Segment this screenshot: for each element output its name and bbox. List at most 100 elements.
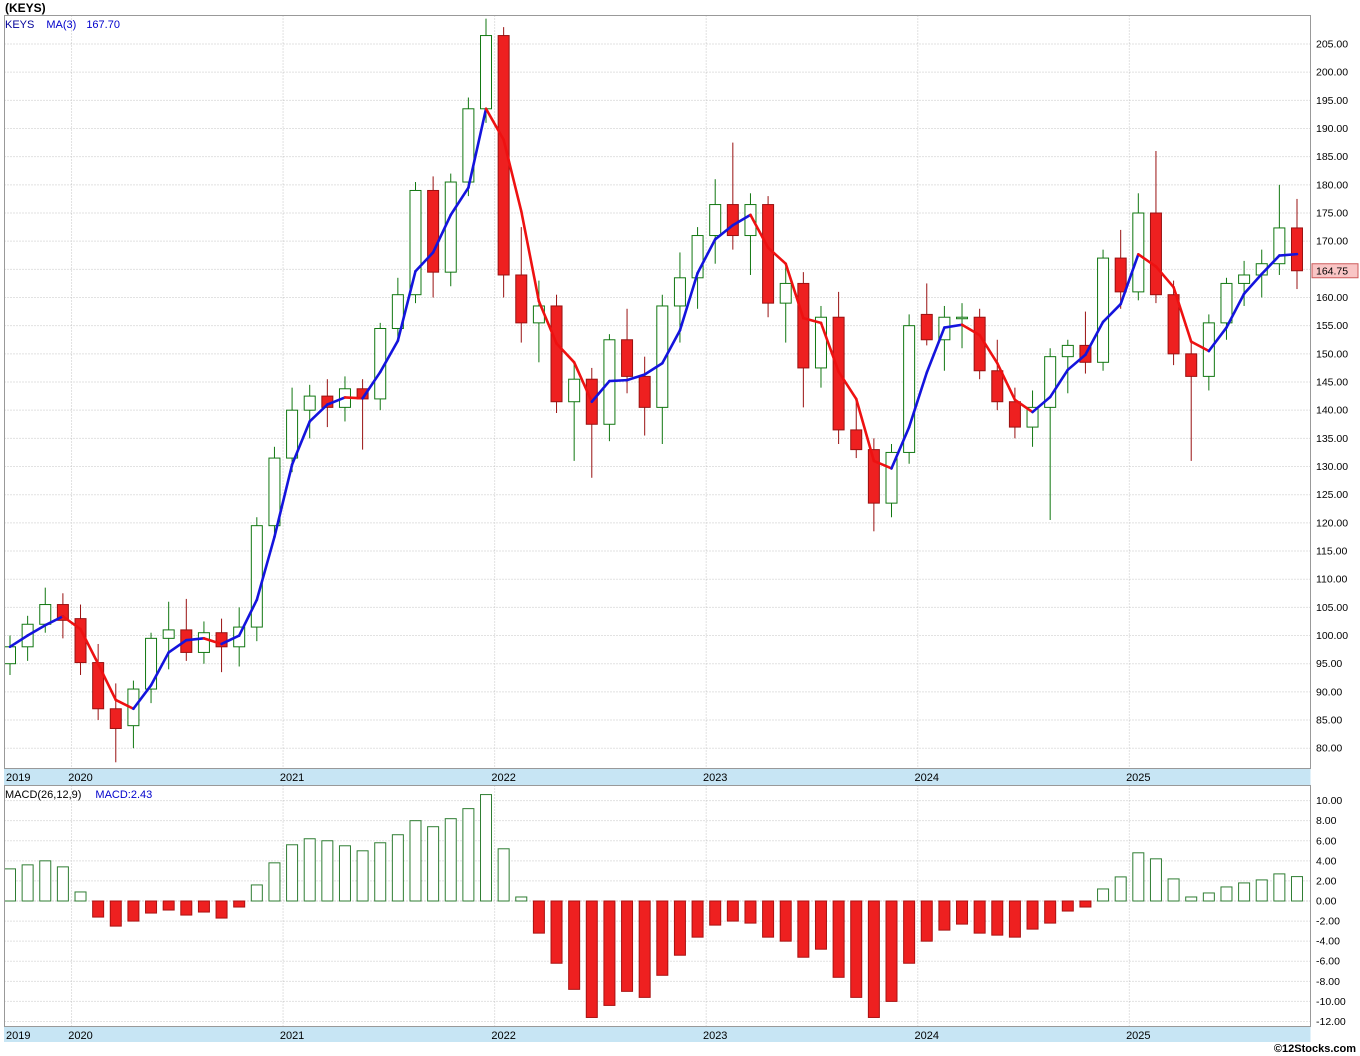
candlestick (303, 384, 316, 439)
candlestick (585, 367, 598, 478)
candlestick (462, 97, 475, 197)
candlestick (744, 193, 757, 275)
macd-bar (1097, 888, 1110, 902)
macd-bar (427, 826, 440, 902)
macd-bar (268, 862, 281, 902)
svg-text:4.00: 4.00 (1316, 855, 1337, 867)
svg-text:200.00: 200.00 (1316, 67, 1348, 79)
svg-text:10.00: 10.00 (1316, 795, 1342, 807)
macd-bar (1167, 878, 1180, 902)
macd-bar (21, 864, 34, 902)
macd-bar (568, 900, 581, 990)
svg-text:110.00: 110.00 (1316, 574, 1347, 586)
candlestick (1185, 342, 1198, 461)
svg-text:-10.00: -10.00 (1316, 996, 1346, 1008)
svg-text:80.00: 80.00 (1316, 743, 1342, 755)
svg-text:2022: 2022 (491, 1030, 515, 1042)
macd-bar (497, 848, 510, 902)
candlestick (145, 632, 158, 704)
macd-bar (885, 900, 898, 1002)
candlestick (127, 680, 140, 749)
candlestick (1290, 198, 1303, 290)
svg-text:105.00: 105.00 (1316, 602, 1348, 614)
svg-text:135.00: 135.00 (1316, 433, 1348, 445)
candlestick (1044, 348, 1057, 521)
candlestick (1273, 184, 1286, 275)
macd-bar (550, 900, 563, 964)
candlestick (444, 173, 457, 287)
candlestick (197, 621, 210, 664)
macd-bar (1061, 900, 1074, 912)
svg-text:2025: 2025 (1126, 1030, 1150, 1042)
macd-bar (903, 900, 916, 964)
macd-bar (1132, 852, 1145, 902)
candlestick (1132, 193, 1145, 301)
svg-text:2019: 2019 (6, 1030, 30, 1042)
macd-bar (92, 900, 105, 918)
macd-bar (1273, 873, 1286, 902)
candlestick (762, 196, 775, 318)
candlestick (1079, 311, 1092, 374)
svg-text:164.75: 164.75 (1316, 265, 1348, 277)
svg-text:6.00: 6.00 (1316, 835, 1337, 847)
candlestick (409, 182, 422, 304)
macd-bar (691, 900, 704, 938)
macd-bar (127, 900, 140, 922)
candlestick (550, 294, 563, 414)
macd-bar (850, 900, 863, 998)
candlestick (497, 27, 510, 298)
macd-bar (638, 900, 651, 998)
macd-bar (109, 900, 122, 927)
candlestick (1114, 229, 1127, 309)
macd-bar (709, 900, 722, 926)
svg-text:175.00: 175.00 (1316, 208, 1348, 220)
candlestick (920, 283, 933, 346)
macd-bar (233, 900, 246, 908)
macd-legend: MACD(26,12,9) MACD:2.43 (5, 789, 152, 801)
candlestick (1097, 249, 1110, 371)
legend-symbol: KEYS (5, 19, 35, 31)
candlestick (1202, 314, 1215, 391)
macd-bar (180, 900, 193, 916)
macd-bar (603, 900, 616, 1006)
svg-text:150.00: 150.00 (1316, 348, 1348, 360)
macd-bar (286, 844, 299, 902)
macd-bar (744, 900, 757, 924)
svg-text:-2.00: -2.00 (1316, 916, 1340, 928)
candlestick (1220, 277, 1233, 340)
macd-bar (338, 845, 351, 902)
macd-bar (1149, 858, 1162, 902)
candlestick (1238, 260, 1251, 306)
macd-bar (1044, 900, 1057, 924)
svg-text:2.00: 2.00 (1316, 875, 1337, 887)
watermark: ©12Stocks.com (1273, 1043, 1356, 1055)
candlestick (515, 227, 528, 343)
macd-bar (162, 900, 175, 911)
candlestick (638, 356, 651, 436)
candles (4, 18, 1303, 763)
candlestick (691, 227, 704, 309)
macd-bar (1079, 900, 1092, 908)
grid-lines (4, 15, 1311, 1027)
candlestick (4, 635, 16, 675)
candlestick (867, 438, 880, 532)
macd-bar (779, 900, 792, 942)
svg-text:-4.00: -4.00 (1316, 936, 1340, 948)
macd-bar (374, 842, 387, 902)
macd-bar (74, 891, 87, 902)
svg-text:2021: 2021 (280, 1030, 304, 1042)
macd-bar (832, 900, 845, 978)
svg-text:2020: 2020 (68, 1030, 92, 1042)
candlestick (286, 387, 299, 473)
macd-bar (814, 900, 827, 950)
macd-bar (391, 834, 404, 902)
macd-bar (762, 900, 775, 938)
macd-bar (797, 900, 810, 958)
candlestick (532, 280, 545, 363)
macd-bar (1185, 896, 1198, 902)
macd-bar (197, 900, 210, 913)
svg-text:2022: 2022 (491, 772, 515, 784)
candlestick (1008, 387, 1021, 439)
macd-bar (973, 900, 986, 934)
